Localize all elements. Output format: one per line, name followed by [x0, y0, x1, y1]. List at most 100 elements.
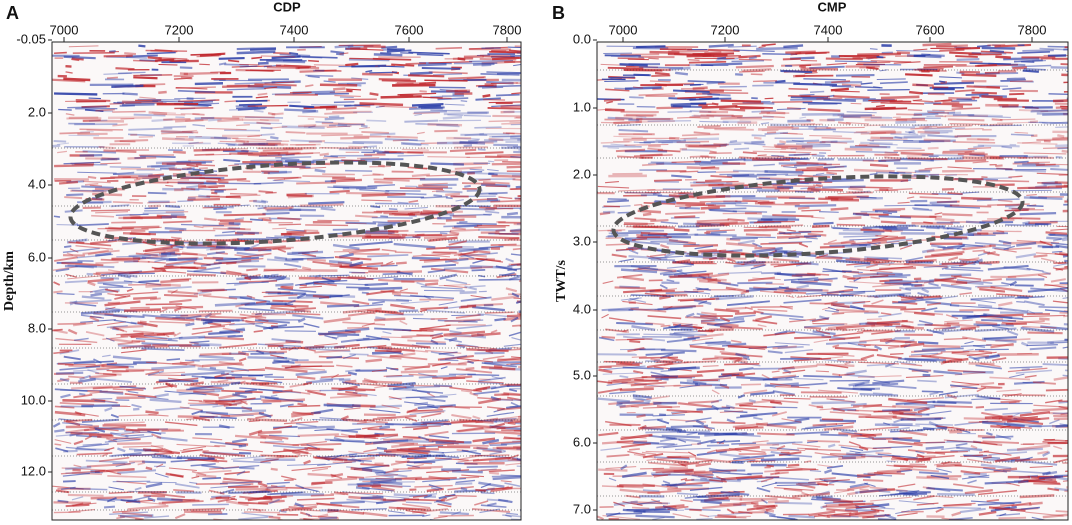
reflector [620, 433, 653, 441]
reflector [795, 149, 831, 151]
reflector [783, 488, 803, 492]
reflector [831, 312, 845, 315]
reflector [67, 493, 104, 497]
reflector [800, 67, 838, 71]
reflector [951, 266, 981, 269]
reflector [820, 504, 828, 509]
reflector [72, 321, 94, 327]
reflector [89, 119, 108, 122]
reflector [471, 332, 501, 337]
reflector [135, 338, 178, 342]
reflector [448, 337, 458, 342]
reflector [420, 420, 451, 426]
reflector [899, 467, 939, 473]
reflector [150, 445, 164, 449]
reflector [1061, 108, 1068, 110]
reflector [700, 206, 720, 210]
reflector [685, 472, 714, 479]
reflector [95, 271, 140, 275]
reflector [944, 393, 979, 399]
reflector [874, 293, 905, 298]
reflector [871, 299, 884, 305]
reflector [693, 114, 715, 118]
reflector [251, 312, 286, 316]
reflector [374, 470, 412, 474]
reflector [767, 499, 789, 504]
reflector [826, 62, 848, 66]
reflector [330, 395, 362, 399]
reflector [742, 356, 751, 361]
reflector [496, 425, 521, 430]
reflector [985, 179, 1030, 183]
reflector [944, 319, 973, 323]
reflector [605, 88, 630, 92]
reflector [642, 406, 680, 409]
reflector [888, 397, 928, 405]
reflector [677, 116, 701, 119]
reflector [187, 270, 226, 275]
reflector [1058, 251, 1068, 256]
reflector [228, 164, 240, 167]
reflector [660, 243, 670, 249]
reflector [338, 148, 379, 152]
reflector [880, 220, 907, 225]
reflector [866, 318, 882, 321]
reflector [174, 107, 214, 110]
reflector [764, 383, 776, 388]
reflector [808, 404, 824, 409]
reflector [880, 125, 916, 129]
reflector [216, 245, 249, 250]
reflector [438, 301, 458, 306]
reflector [234, 434, 267, 440]
reflector [267, 491, 303, 496]
reflector [71, 385, 113, 390]
reflector [934, 310, 974, 313]
reflector [232, 448, 263, 453]
reflector [607, 199, 629, 203]
reflector [314, 92, 349, 95]
reflector [858, 273, 896, 276]
reflector [990, 342, 1014, 349]
reflector [937, 506, 981, 509]
reflector [445, 218, 465, 222]
reflector [161, 131, 193, 135]
reflector [301, 487, 319, 493]
reflector [681, 462, 700, 466]
reflector [133, 59, 158, 63]
reflector [219, 481, 261, 485]
reflector [967, 114, 1003, 118]
reflector [622, 275, 645, 282]
reflector [776, 484, 820, 487]
reflector [331, 336, 339, 339]
reflector [193, 416, 211, 422]
reflector [1036, 172, 1068, 176]
reflector [702, 92, 721, 96]
reflector [307, 447, 320, 451]
reflector [195, 164, 216, 167]
reflector [185, 315, 202, 320]
reflector [219, 140, 246, 143]
reflector [915, 450, 925, 454]
reflector [102, 283, 124, 288]
reflector [87, 369, 100, 374]
reflector [1049, 233, 1068, 237]
reflector [653, 179, 682, 182]
reflector [189, 481, 198, 484]
reflector [134, 486, 142, 491]
reflector [408, 452, 431, 456]
reflector [605, 512, 643, 515]
reflector [365, 358, 383, 363]
reflector [510, 123, 521, 126]
reflector [109, 50, 116, 53]
reflector [86, 463, 131, 468]
reflector [132, 431, 166, 434]
reflector [951, 381, 980, 386]
reflector [936, 44, 968, 48]
reflector [437, 503, 452, 508]
reflector [163, 125, 187, 129]
reflector [1045, 231, 1068, 235]
reflector [449, 148, 477, 153]
reflector [1052, 136, 1068, 140]
reflector [256, 349, 265, 355]
reflector [87, 175, 97, 180]
